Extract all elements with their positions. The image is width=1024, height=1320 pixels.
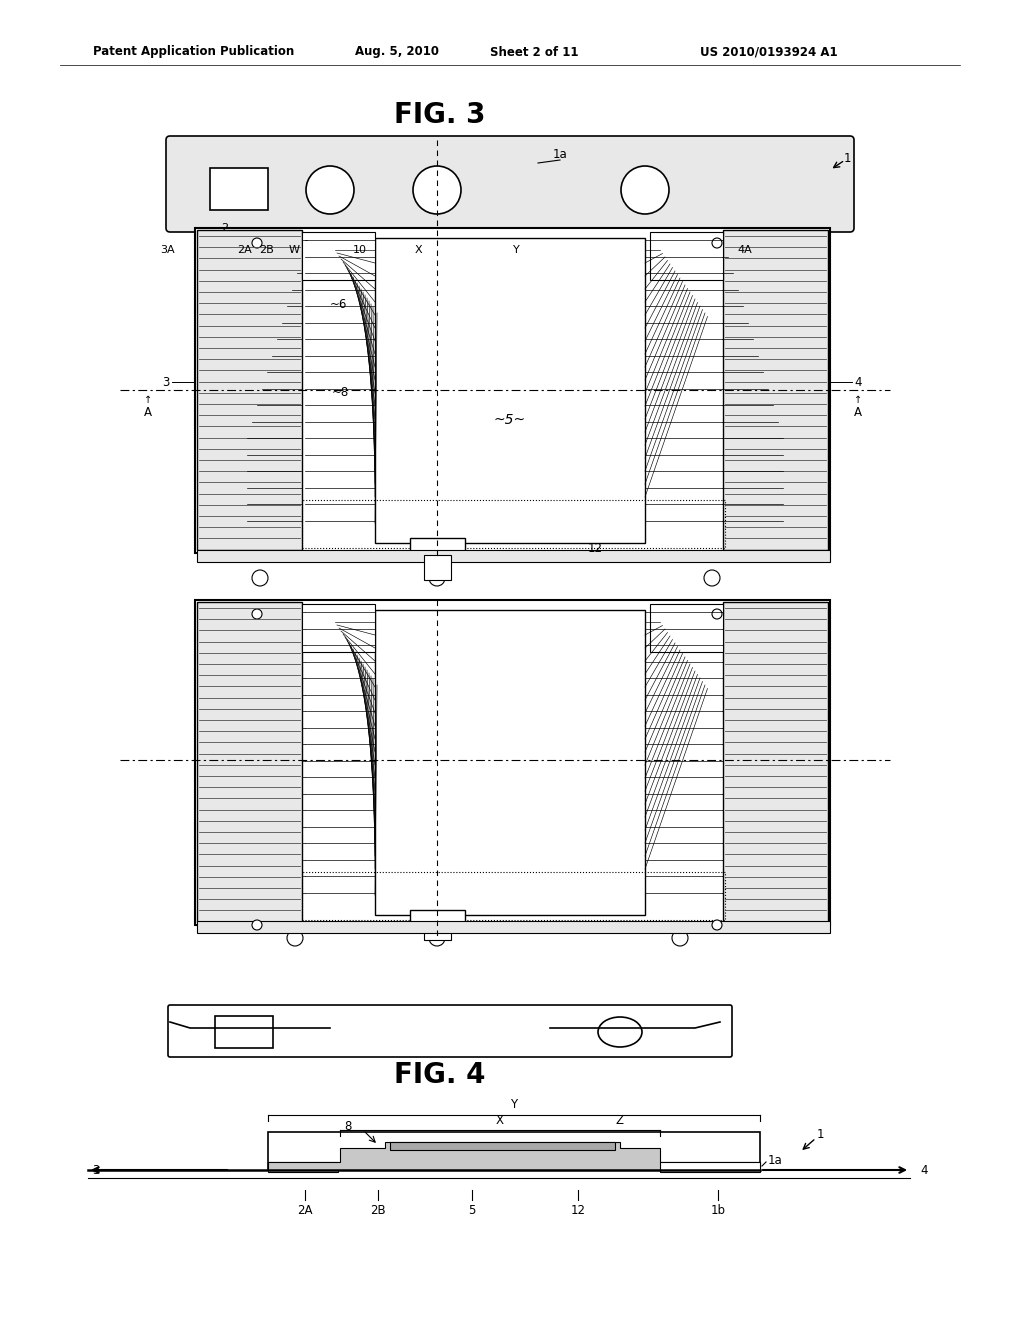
Bar xyxy=(375,238,645,543)
Bar xyxy=(660,1162,760,1172)
Bar xyxy=(375,610,645,915)
Text: Patent Application Publication: Patent Application Publication xyxy=(93,45,294,58)
Bar xyxy=(195,601,830,925)
Text: 1a: 1a xyxy=(768,1154,782,1167)
Bar xyxy=(302,500,725,548)
Text: 3: 3 xyxy=(163,375,170,388)
Circle shape xyxy=(429,931,445,946)
Bar xyxy=(268,1162,338,1172)
Text: 4: 4 xyxy=(920,1163,928,1176)
Text: FIG. 3: FIG. 3 xyxy=(394,102,485,129)
Circle shape xyxy=(287,931,303,946)
Bar xyxy=(410,909,465,928)
Text: ↑: ↑ xyxy=(854,395,862,405)
Text: 5: 5 xyxy=(468,1204,476,1217)
Bar xyxy=(302,873,725,920)
Bar xyxy=(723,602,828,921)
Bar xyxy=(215,1016,273,1048)
Text: 12: 12 xyxy=(570,1204,586,1217)
Bar xyxy=(197,602,302,921)
Text: 8: 8 xyxy=(345,1121,352,1134)
Bar xyxy=(390,1142,615,1150)
Text: 4A: 4A xyxy=(737,246,753,255)
Circle shape xyxy=(252,920,262,931)
Text: Sheet 2 of 11: Sheet 2 of 11 xyxy=(490,45,579,58)
Text: 2: 2 xyxy=(221,223,228,234)
Text: Y: Y xyxy=(510,1098,517,1111)
Circle shape xyxy=(306,166,354,214)
Ellipse shape xyxy=(598,1016,642,1047)
Text: 4: 4 xyxy=(854,375,861,388)
Text: 3: 3 xyxy=(92,1163,100,1176)
Bar xyxy=(650,232,723,280)
Text: X: X xyxy=(496,1114,504,1126)
Circle shape xyxy=(705,570,720,586)
Text: 1b: 1b xyxy=(711,1204,725,1217)
Bar xyxy=(268,1133,760,1170)
Text: 1: 1 xyxy=(816,1129,823,1142)
Circle shape xyxy=(429,570,445,586)
Text: 12: 12 xyxy=(588,541,602,554)
FancyBboxPatch shape xyxy=(168,1005,732,1057)
Bar xyxy=(410,539,465,556)
Polygon shape xyxy=(268,1142,760,1170)
Bar xyxy=(302,232,375,280)
Text: 3A: 3A xyxy=(161,246,175,255)
Text: 1a: 1a xyxy=(553,149,567,161)
Text: US 2010/0193924 A1: US 2010/0193924 A1 xyxy=(700,45,838,58)
Circle shape xyxy=(621,166,669,214)
Circle shape xyxy=(413,166,461,214)
Circle shape xyxy=(672,931,688,946)
Text: ~5~: ~5~ xyxy=(494,413,526,426)
Bar xyxy=(650,605,723,652)
Text: 1: 1 xyxy=(843,152,851,165)
Circle shape xyxy=(252,609,262,619)
Text: 2A: 2A xyxy=(297,1204,312,1217)
Bar xyxy=(197,550,830,562)
Text: 2B: 2B xyxy=(371,1204,386,1217)
Text: 10: 10 xyxy=(353,246,367,255)
Circle shape xyxy=(712,920,722,931)
Text: X: X xyxy=(414,246,422,255)
Text: 2A: 2A xyxy=(238,246,252,255)
Bar xyxy=(195,228,830,553)
Text: FIG. 4: FIG. 4 xyxy=(394,1061,485,1089)
Circle shape xyxy=(252,238,262,248)
Bar xyxy=(197,230,302,550)
Text: Y: Y xyxy=(513,246,519,255)
Text: W: W xyxy=(289,246,299,255)
Circle shape xyxy=(712,609,722,619)
Text: ↑: ↑ xyxy=(144,395,152,405)
Circle shape xyxy=(252,570,268,586)
FancyBboxPatch shape xyxy=(166,136,854,232)
Bar xyxy=(210,168,268,210)
Bar xyxy=(424,909,451,940)
Text: 2B: 2B xyxy=(260,246,274,255)
Bar xyxy=(723,230,828,550)
Circle shape xyxy=(712,238,722,248)
Bar xyxy=(302,605,375,652)
Text: ~8: ~8 xyxy=(332,385,348,399)
Text: Aug. 5, 2010: Aug. 5, 2010 xyxy=(355,45,439,58)
Text: A: A xyxy=(144,407,152,420)
Text: Z: Z xyxy=(616,1114,624,1126)
Bar xyxy=(197,921,830,933)
Bar xyxy=(424,554,451,579)
Text: ~6: ~6 xyxy=(330,298,347,312)
Text: A: A xyxy=(854,407,862,420)
